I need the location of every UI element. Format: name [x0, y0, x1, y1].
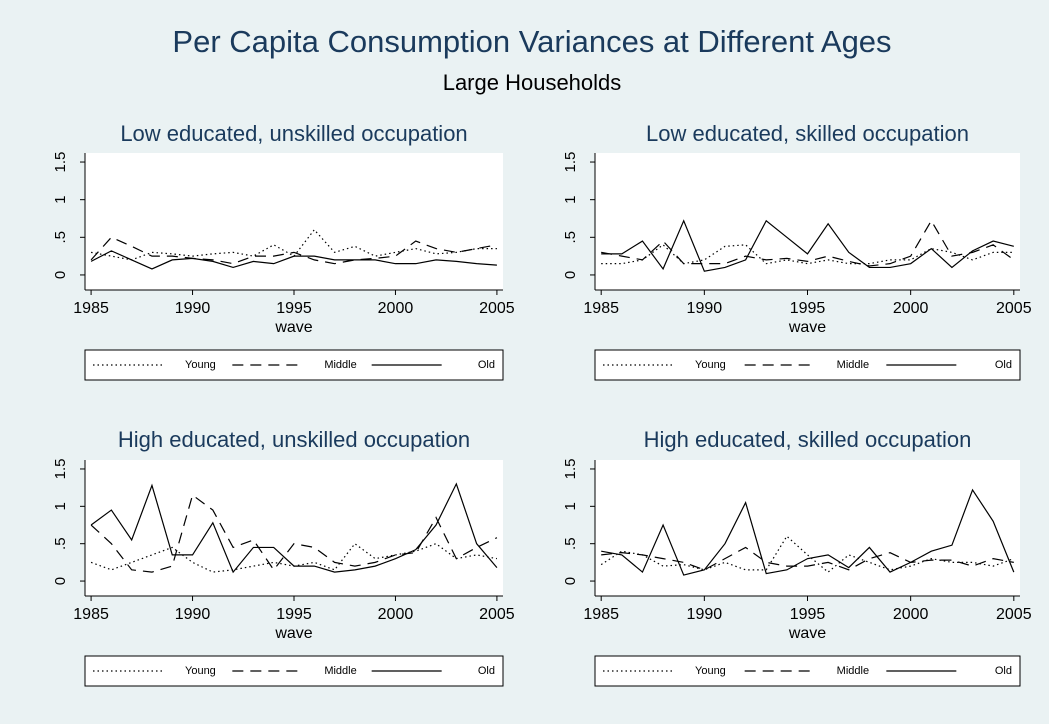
series-line [90, 236, 498, 265]
x-tick-label: 2005 [996, 606, 1032, 623]
legend: Young Middle Old [594, 349, 1021, 381]
series-line [601, 219, 1015, 267]
plot-area [595, 460, 1020, 596]
x-tick-label: 1995 [790, 606, 826, 623]
x-tick-label: 1985 [73, 606, 109, 623]
y-tick-label: 1.5 [52, 152, 69, 173]
figure-subtitle: Large Households [443, 70, 622, 95]
x-tick-label: 2005 [479, 606, 515, 623]
figure-title: Per Capita Consumption Variances at Diff… [172, 24, 891, 59]
legend: Young Middle Old [594, 655, 1021, 687]
legend-label: Young [185, 359, 216, 371]
y-tick-label: .5 [52, 231, 69, 244]
y-tick-label: .5 [562, 231, 579, 244]
series-line [601, 219, 1014, 272]
y-tick-label: 0 [562, 271, 579, 279]
plot-area [85, 460, 503, 596]
x-tick-label: 1990 [687, 606, 723, 623]
series-line [601, 546, 1014, 571]
x-axis-label: wave [788, 625, 826, 642]
plot-area [595, 153, 1020, 290]
x-tick-label: 1990 [175, 606, 211, 623]
legend: Young Middle Old [84, 349, 504, 381]
y-tick-label: 1 [562, 195, 579, 203]
x-tick-label: 1990 [687, 300, 723, 317]
legend-label: Old [478, 665, 495, 677]
legend-label: Middle [837, 665, 869, 677]
panel-title: High educated, skilled occupation [644, 427, 972, 452]
legend-label: Middle [324, 359, 356, 371]
series-line [90, 482, 498, 574]
x-tick-label: 2000 [378, 606, 414, 623]
series-line [601, 488, 1015, 576]
panel-title: Low educated, unskilled occupation [120, 121, 467, 146]
plot-area [85, 153, 503, 290]
y-tick-label: 1.5 [52, 459, 69, 480]
y-tick-label: .5 [562, 537, 579, 550]
y-tick-label: 1 [562, 502, 579, 510]
x-axis-label: wave [274, 625, 312, 642]
y-tick-label: 1.5 [562, 459, 579, 480]
legend-label: Old [478, 359, 495, 371]
series-line [90, 494, 498, 573]
y-tick-label: 1 [52, 502, 69, 510]
x-axis-label: wave [274, 319, 312, 336]
x-tick-label: 1990 [175, 300, 211, 317]
x-tick-label: 1985 [73, 300, 109, 317]
legend-label: Old [995, 665, 1012, 677]
y-tick-label: 1 [52, 195, 69, 203]
y-tick-label: 0 [52, 577, 69, 585]
legend-label: Young [695, 665, 726, 677]
x-tick-label: 1995 [790, 300, 826, 317]
series-line [600, 535, 1015, 573]
legend-label: Old [995, 359, 1012, 371]
x-tick-label: 1985 [583, 300, 619, 317]
x-tick-label: 1995 [276, 300, 312, 317]
legend-label: Middle [837, 359, 869, 371]
x-tick-label: 2000 [893, 300, 929, 317]
legend-label: Middle [324, 665, 356, 677]
series-line [90, 250, 497, 270]
y-tick-label: 0 [52, 271, 69, 279]
legend-label: Young [185, 665, 216, 677]
legend-label: Young [695, 359, 726, 371]
x-tick-label: 2000 [893, 606, 929, 623]
x-tick-label: 1995 [276, 606, 312, 623]
x-tick-label: 1985 [583, 606, 619, 623]
y-tick-label: 0 [562, 577, 579, 585]
x-tick-label: 2005 [479, 300, 515, 317]
x-axis-label: wave [788, 319, 826, 336]
x-tick-label: 2005 [996, 300, 1032, 317]
y-tick-label: 1.5 [562, 152, 579, 173]
panel-title: High educated, unskilled occupation [118, 427, 470, 452]
panel-title: Low educated, skilled occupation [646, 121, 969, 146]
y-tick-label: .5 [52, 537, 69, 550]
x-tick-label: 2000 [378, 300, 414, 317]
legend: Young Middle Old [84, 655, 504, 687]
